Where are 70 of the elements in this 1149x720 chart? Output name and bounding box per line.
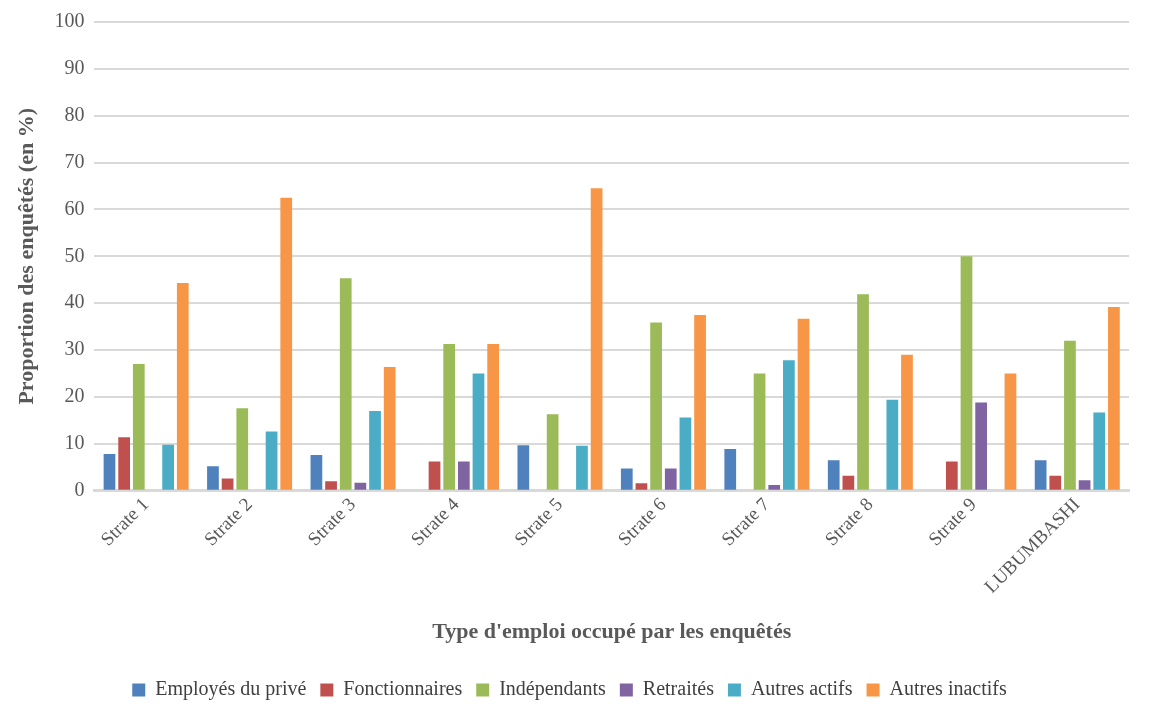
bar	[960, 256, 973, 490]
bar	[635, 483, 648, 490]
y-tick-label: 0	[74, 477, 85, 500]
bar	[827, 460, 840, 490]
bar	[1049, 475, 1062, 490]
bar	[207, 466, 219, 490]
bar	[620, 468, 633, 490]
bar	[664, 468, 677, 490]
bar	[236, 408, 249, 490]
bar	[724, 448, 737, 490]
bar	[265, 431, 278, 490]
bar	[443, 343, 456, 490]
y-tick-label: 60	[64, 196, 85, 219]
bar	[310, 455, 323, 490]
bar	[975, 402, 987, 490]
legend-label: Autres actifs	[750, 677, 853, 700]
bar	[590, 188, 603, 490]
legend-label: Autres inactifs	[889, 677, 1007, 700]
y-tick-label: 90	[64, 56, 85, 79]
bar	[103, 454, 116, 490]
bar	[472, 373, 485, 490]
bar	[857, 294, 869, 490]
bar	[1064, 340, 1076, 490]
y-tick-label: 50	[64, 243, 85, 266]
bar	[162, 444, 174, 490]
bar	[1108, 306, 1120, 490]
bar	[517, 445, 530, 490]
bar	[694, 314, 706, 490]
bar	[768, 485, 781, 490]
bar	[576, 445, 588, 490]
bar	[339, 278, 352, 490]
y-tick-label: 70	[64, 149, 85, 172]
bar	[1034, 460, 1047, 490]
bar	[280, 197, 293, 490]
bar	[679, 417, 692, 490]
bar	[325, 481, 337, 490]
legend-label: Fonctionnaires	[343, 677, 463, 700]
y-axis-title: Proportion des enquêtés (en %)	[12, 108, 38, 405]
y-tick-label: 30	[64, 337, 85, 360]
y-tick-label: 40	[64, 290, 85, 313]
bar	[886, 399, 899, 490]
bar	[132, 364, 145, 490]
legend-label: Employés du privé	[155, 677, 307, 701]
y-tick-label: 100	[54, 9, 85, 32]
legend-label: Retraités	[642, 677, 715, 700]
legend-label: Indépendants	[499, 677, 607, 701]
bar	[783, 360, 795, 490]
bar	[753, 373, 766, 490]
bar	[842, 475, 855, 490]
bar	[118, 437, 131, 490]
bar	[428, 461, 441, 490]
bar	[546, 414, 559, 490]
bar	[1004, 373, 1017, 490]
bar	[176, 283, 189, 490]
x-axis-title: Type d'emploi occupé par les enquêtés	[432, 618, 792, 644]
bar	[369, 410, 381, 490]
bar	[487, 343, 500, 490]
bar	[457, 461, 470, 490]
bar	[797, 318, 810, 490]
bar	[901, 354, 913, 490]
bar	[383, 366, 396, 490]
bar	[650, 322, 662, 490]
bar	[354, 482, 367, 490]
y-tick-label: 80	[64, 102, 85, 125]
bar	[221, 478, 234, 490]
bar	[945, 461, 958, 490]
bar	[1093, 412, 1106, 490]
bar	[1078, 480, 1091, 490]
y-tick-label: 10	[64, 431, 85, 454]
y-tick-label: 20	[64, 384, 85, 407]
